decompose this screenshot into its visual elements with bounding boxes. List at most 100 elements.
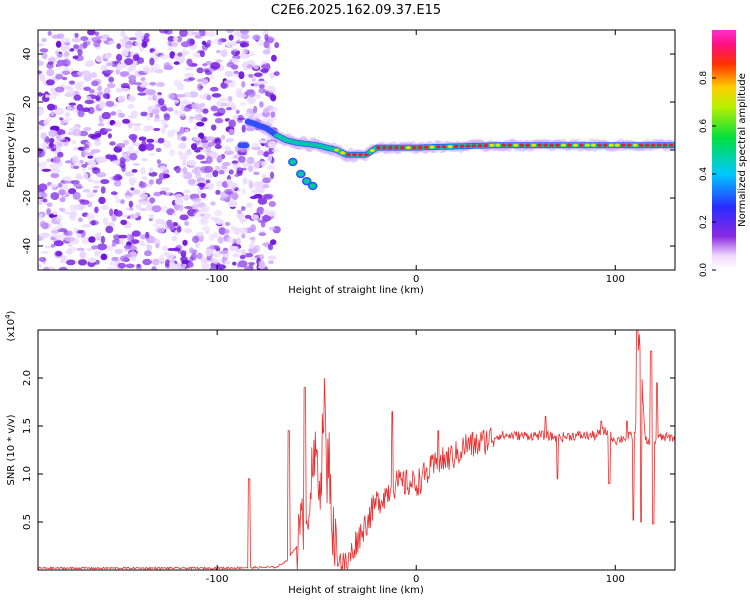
noise-blob xyxy=(270,239,277,246)
noise-blob xyxy=(176,35,183,43)
noise-blob xyxy=(104,40,109,45)
noise-blob xyxy=(107,82,116,89)
noise-blob xyxy=(38,70,43,74)
noise-blob xyxy=(60,134,66,141)
noise-blob xyxy=(79,251,87,259)
heatmap-marks xyxy=(38,30,675,270)
noise-blob xyxy=(94,206,99,214)
noise-blob xyxy=(124,58,134,66)
noise-blob xyxy=(200,193,207,199)
noise-blob xyxy=(149,81,157,86)
noise-blob xyxy=(40,192,48,198)
noise-blob xyxy=(52,156,61,164)
noise-blob xyxy=(40,161,48,166)
noise-blob xyxy=(235,250,242,254)
noise-blob xyxy=(235,237,241,245)
noise-blob xyxy=(267,243,274,251)
noise-blob xyxy=(217,236,224,244)
noise-blob xyxy=(135,40,142,48)
noise-blob xyxy=(38,200,43,205)
noise-blob xyxy=(214,144,222,150)
noise-blob xyxy=(68,80,76,85)
noise-blob xyxy=(72,128,82,137)
noise-blob xyxy=(193,211,203,218)
noise-blob xyxy=(194,114,204,121)
noise-blob xyxy=(197,182,206,187)
noise-blob xyxy=(38,213,43,218)
spectrogram-xlabel: Height of straight line (km) xyxy=(288,285,424,296)
track-core xyxy=(369,148,375,153)
noise-blob xyxy=(167,40,172,46)
noise-blob xyxy=(235,87,243,94)
noise-blob xyxy=(161,126,166,134)
noise-blob xyxy=(177,52,183,57)
noise-blob xyxy=(267,255,277,260)
noise-blob xyxy=(175,165,181,174)
noise-blob xyxy=(129,214,135,219)
noise-blob xyxy=(195,154,205,160)
noise-blob xyxy=(68,243,73,248)
noise-blob xyxy=(107,266,117,270)
noise-blob xyxy=(195,231,205,237)
snr-xlabel: Height of straight line (km) xyxy=(288,585,424,596)
noise-blob xyxy=(72,140,77,144)
noise-blob xyxy=(253,171,260,176)
noise-blob xyxy=(50,236,56,241)
noise-blob xyxy=(263,194,273,200)
noise-blob xyxy=(182,166,188,174)
noise-blob xyxy=(39,48,49,53)
noise-blob xyxy=(256,206,265,215)
track-core xyxy=(537,143,543,147)
noise-blob xyxy=(105,69,114,74)
noise-blob xyxy=(111,214,117,222)
noise-blob xyxy=(41,37,47,43)
noise-blob xyxy=(85,147,91,152)
noise-blob xyxy=(267,37,274,44)
noise-blob xyxy=(38,60,44,66)
noise-blob xyxy=(199,94,205,100)
noise-blob xyxy=(43,245,53,249)
noise-blob xyxy=(153,191,162,197)
noise-blob xyxy=(58,233,67,241)
noise-blob xyxy=(241,249,246,254)
noise-blob xyxy=(179,126,185,135)
noise-blob xyxy=(50,243,56,248)
track-core xyxy=(375,146,381,150)
noise-blob xyxy=(96,171,107,178)
noise-blob xyxy=(133,126,141,132)
noise-blob xyxy=(55,73,64,80)
noise-blob xyxy=(82,166,87,172)
noise-blob xyxy=(139,207,148,212)
noise-blob xyxy=(100,186,106,194)
noise-blob xyxy=(248,262,254,270)
noise-blob xyxy=(38,92,43,97)
noise-blob xyxy=(115,53,123,62)
noise-blob xyxy=(141,41,148,48)
branch-mark xyxy=(301,176,312,186)
noise-blob xyxy=(70,211,78,217)
noise-blob xyxy=(146,244,153,251)
noise-blob xyxy=(174,197,184,206)
noise-blob xyxy=(60,44,68,52)
noise-blob xyxy=(209,73,215,80)
noise-blob xyxy=(258,260,266,268)
noise-blob xyxy=(140,77,146,81)
noise-blob xyxy=(181,136,187,142)
noise-blob xyxy=(191,103,201,110)
noise-blob xyxy=(93,40,101,48)
noise-blob xyxy=(224,80,229,84)
noise-blob xyxy=(95,55,103,63)
noise-blob xyxy=(220,81,229,89)
noise-blob xyxy=(51,34,61,39)
noise-blob xyxy=(233,227,241,235)
noise-blob xyxy=(88,257,97,263)
noise-blob xyxy=(102,93,110,99)
noise-blob xyxy=(204,70,213,76)
noise-blob xyxy=(213,210,223,217)
noise-blob xyxy=(125,207,131,211)
noise-blob xyxy=(146,113,151,121)
noise-blob xyxy=(132,54,140,62)
track-core xyxy=(364,153,369,157)
noise-blob xyxy=(193,136,201,141)
